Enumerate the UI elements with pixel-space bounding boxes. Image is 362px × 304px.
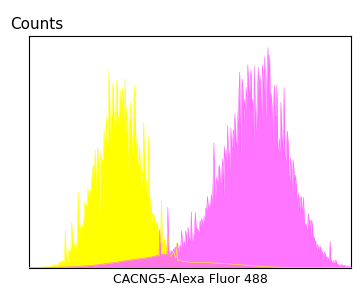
Y-axis label: Counts: Counts (10, 17, 63, 32)
X-axis label: CACNG5-Alexa Fluor 488: CACNG5-Alexa Fluor 488 (113, 273, 268, 286)
